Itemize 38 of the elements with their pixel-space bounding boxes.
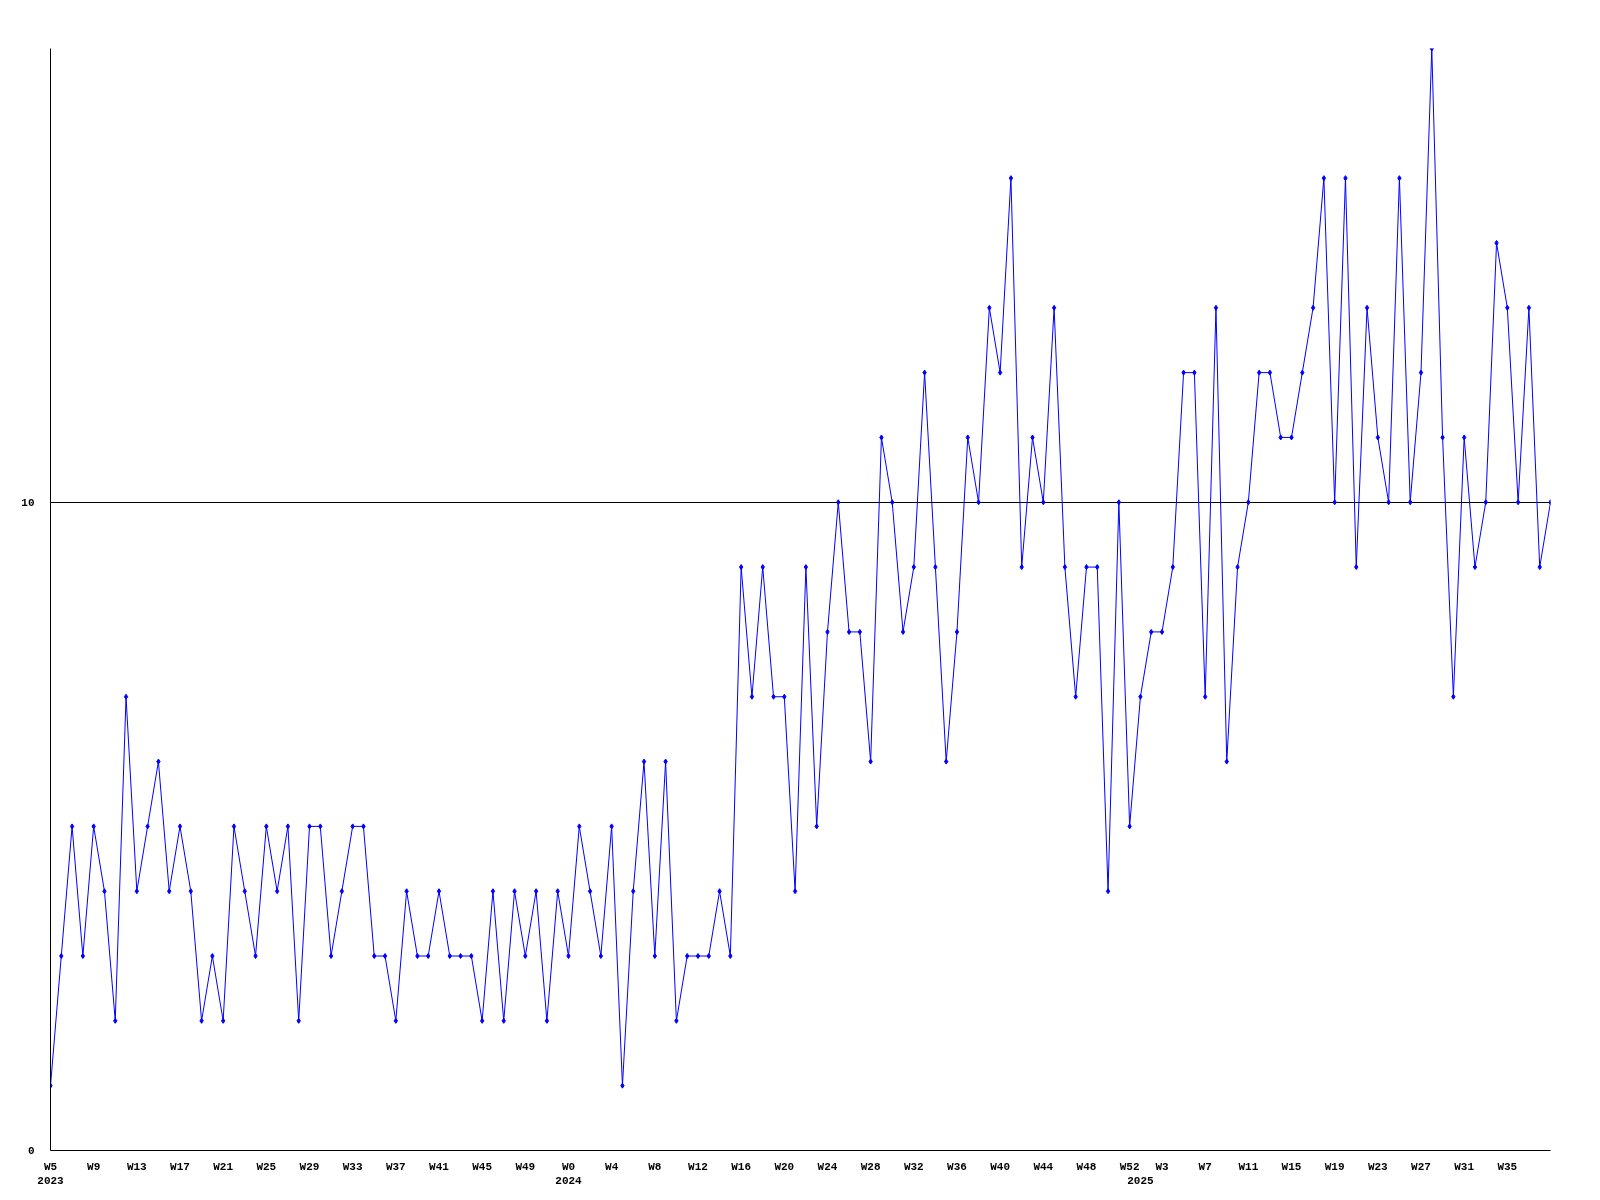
x-tick-label: W49	[515, 1160, 536, 1173]
x-tick-label: W11	[1238, 1160, 1259, 1173]
x-tick-label: W48	[1076, 1160, 1097, 1173]
x-tick-label: W35	[1497, 1160, 1518, 1173]
x-tick-label: W20	[774, 1160, 795, 1173]
x-tick-label: W7	[1198, 1160, 1212, 1173]
x-tick-label: W13	[126, 1160, 148, 1173]
x-tick-label: W5 2023	[37, 1160, 65, 1187]
x-tick-label: W33	[342, 1160, 363, 1173]
x-tick-label: W21	[213, 1160, 234, 1173]
x-tick-label: W8	[648, 1160, 662, 1173]
y-tick-label: 0	[27, 1145, 35, 1157]
y-tick-label: 10	[21, 496, 35, 509]
x-tick-label: W44	[1033, 1160, 1054, 1173]
x-tick-label: W36	[947, 1160, 967, 1173]
x-tick-label: W3	[1155, 1160, 1170, 1173]
x-tick-label: W25	[256, 1160, 277, 1173]
x-tick-label: 2025	[1127, 1174, 1155, 1187]
x-tick-label: W45	[472, 1160, 493, 1173]
x-tick-label: W23	[1367, 1160, 1389, 1173]
x-tick-label: W29	[299, 1160, 320, 1173]
x-tick-label: W12	[688, 1160, 708, 1173]
x-tick-label: W16	[731, 1160, 752, 1173]
x-tick-label: W27	[1411, 1160, 1431, 1173]
x-tick-label: W37	[385, 1160, 406, 1173]
x-tick-label: W19	[1324, 1160, 1345, 1173]
x-tick-label: W4	[605, 1160, 619, 1173]
x-tick-label: W40	[990, 1160, 1011, 1173]
x-tick-label: W24	[817, 1160, 838, 1173]
x-tick-label: W52	[1119, 1160, 1140, 1173]
x-tick-label: W28	[860, 1160, 881, 1173]
x-tick-label: W9	[87, 1160, 101, 1173]
x-tick-label: W15	[1281, 1160, 1302, 1173]
x-tick-label: W31	[1454, 1160, 1475, 1173]
x-tick-label: W17	[170, 1160, 190, 1173]
x-tick-label: W41	[429, 1160, 450, 1173]
x-tick-label: W0 2024	[555, 1160, 583, 1187]
x-tick-label: W32	[903, 1160, 924, 1173]
